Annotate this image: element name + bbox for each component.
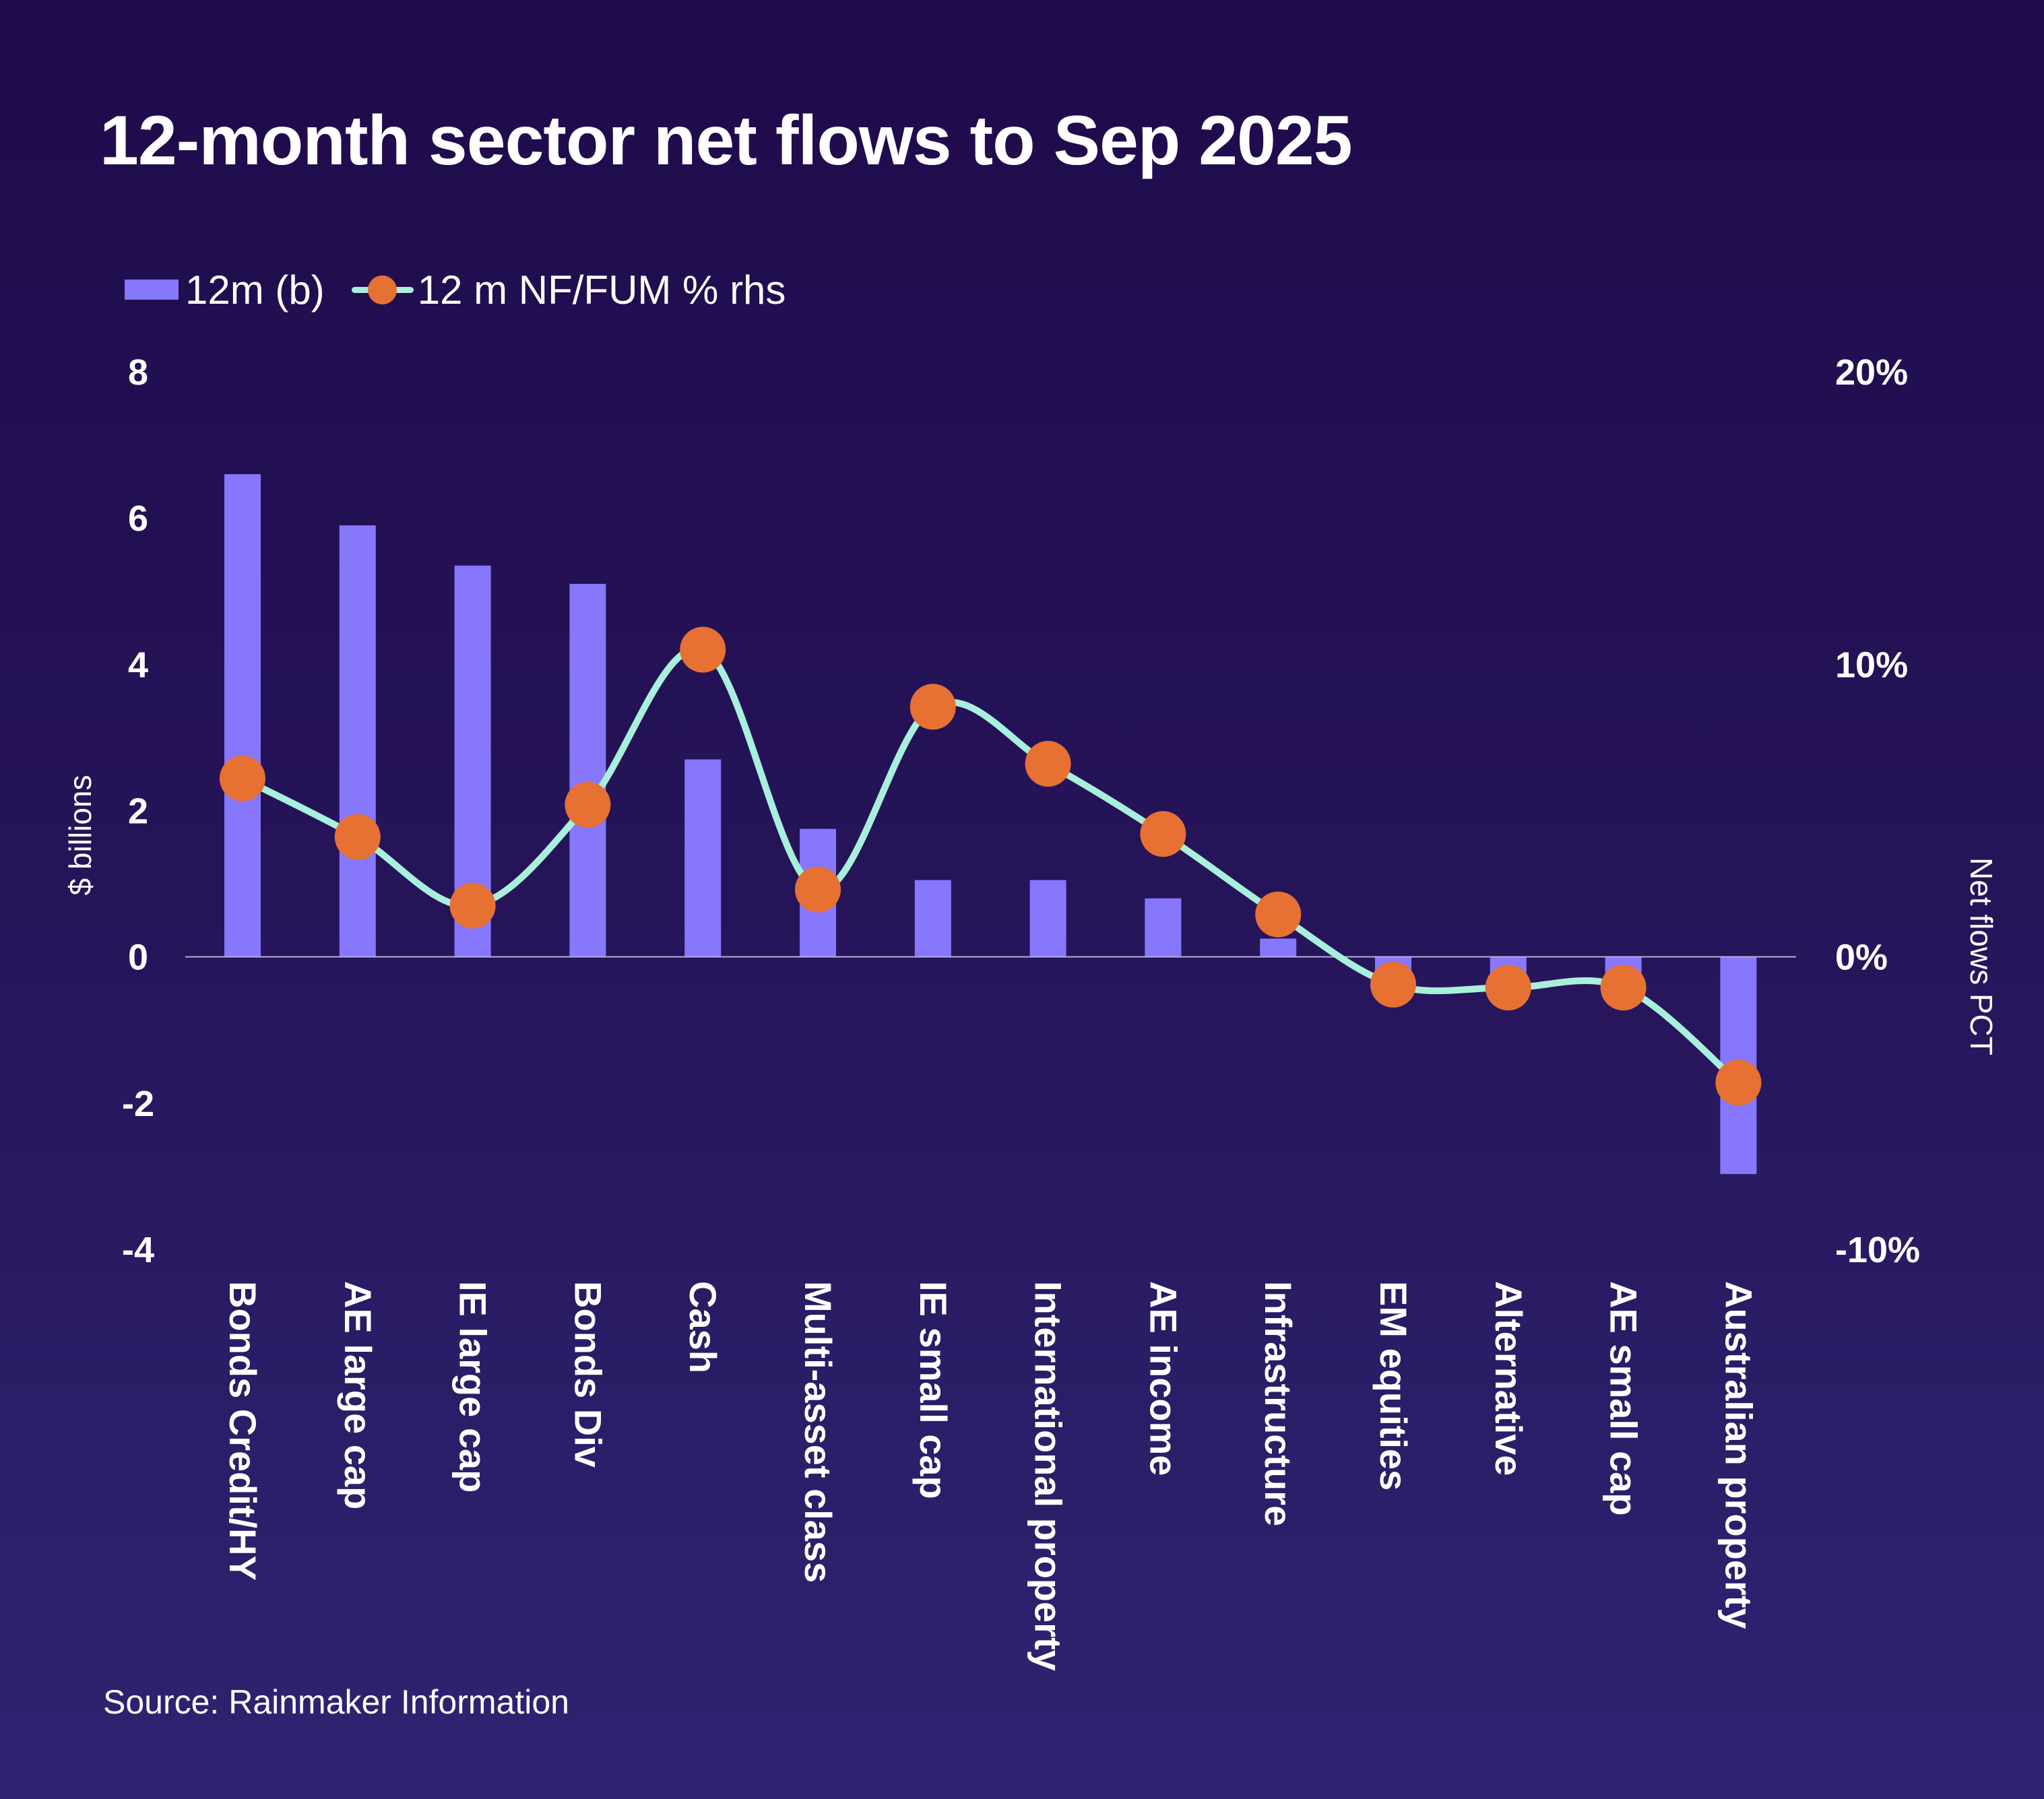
x-tick-label: AE large cap	[337, 1281, 379, 1509]
left-y-axis: 8 6 4 2 0 -2 -4	[122, 352, 154, 1270]
x-tick-label: International property	[1027, 1281, 1070, 1671]
bar-7	[1029, 880, 1066, 957]
bar-9	[1260, 938, 1297, 957]
legend-label-line: 12 m NF/FUM % rhs	[417, 267, 786, 313]
right-y-axis-title: Net flows PCT	[1964, 857, 1999, 1055]
line-marker-3	[565, 781, 611, 828]
legend: 12m (b) 12 m NF/FUM % rhs	[125, 264, 812, 315]
chart-title: 12-month sector net flows to Sep 2025	[100, 102, 1353, 180]
x-tick-label: Australian property	[1717, 1281, 1760, 1629]
legend-label-bars: 12m (b)	[185, 267, 325, 313]
left-y-tick-label: -4	[122, 1230, 154, 1270]
x-tick-label: Cash	[682, 1281, 724, 1373]
bar-3	[569, 583, 606, 957]
left-y-tick-label: 4	[128, 645, 148, 685]
x-tick-label: Infrastructure	[1257, 1281, 1300, 1526]
right-y-tick-label: 10%	[1835, 645, 1908, 685]
x-tick-label: IE small cap	[912, 1281, 955, 1499]
right-y-tick-label: -10%	[1835, 1230, 1920, 1270]
x-axis-labels: Bonds Credit/HY AE large cap IE large cap B…	[222, 1281, 1760, 1671]
right-y-tick-label: 20%	[1835, 352, 1908, 393]
right-y-axis: 20% 10% 0% -10%	[1835, 352, 1920, 1270]
source-note: Source: Rainmaker Information	[103, 1683, 569, 1721]
bar-4	[684, 759, 722, 957]
bar-1	[339, 525, 376, 957]
line-marker-13	[1715, 1059, 1762, 1106]
bar-6	[914, 880, 951, 957]
line-marker-9	[1255, 891, 1302, 938]
x-tick-label: AE small cap	[1603, 1281, 1645, 1516]
line-series-markers	[220, 626, 1762, 1106]
left-y-axis-title: $ billions	[63, 775, 98, 896]
line-marker-8	[1140, 811, 1186, 857]
x-tick-label: Bonds Div	[567, 1281, 609, 1468]
line-marker-0	[220, 755, 265, 802]
x-tick-label: AE income	[1142, 1281, 1184, 1476]
left-y-tick-label: 0	[128, 938, 148, 978]
legend-item-line: 12 m NF/FUM % rhs	[351, 267, 786, 313]
x-tick-label: EM equities	[1372, 1281, 1415, 1491]
x-tick-label: IE large cap	[452, 1281, 494, 1493]
x-tick-label: Bonds Credit/HY	[222, 1281, 264, 1581]
x-tick-label: Multi-asset class	[797, 1281, 839, 1583]
line-marker-4	[680, 626, 726, 673]
line-marker-5	[795, 866, 841, 913]
line-marker-6	[909, 684, 956, 730]
line-marker-2	[449, 882, 496, 929]
bar-0	[224, 474, 261, 957]
legend-line-marker-icon	[351, 269, 414, 310]
left-y-tick-label: -2	[122, 1084, 154, 1124]
line-marker-7	[1025, 741, 1071, 787]
bar-series	[224, 474, 1757, 1175]
left-y-tick-label: 8	[128, 352, 148, 393]
x-tick-label: Alternative	[1488, 1281, 1530, 1476]
right-y-tick-label: 0%	[1835, 938, 1888, 978]
left-y-tick-label: 6	[128, 498, 148, 539]
bar-8	[1145, 898, 1182, 957]
line-marker-11	[1485, 964, 1531, 1011]
line-marker-1	[334, 814, 381, 860]
left-y-tick-label: 2	[128, 791, 148, 832]
line-marker-10	[1370, 961, 1416, 1008]
legend-bar-swatch-icon	[125, 280, 179, 300]
line-marker-12	[1600, 964, 1647, 1011]
legend-item-bars: 12m (b)	[125, 267, 325, 313]
